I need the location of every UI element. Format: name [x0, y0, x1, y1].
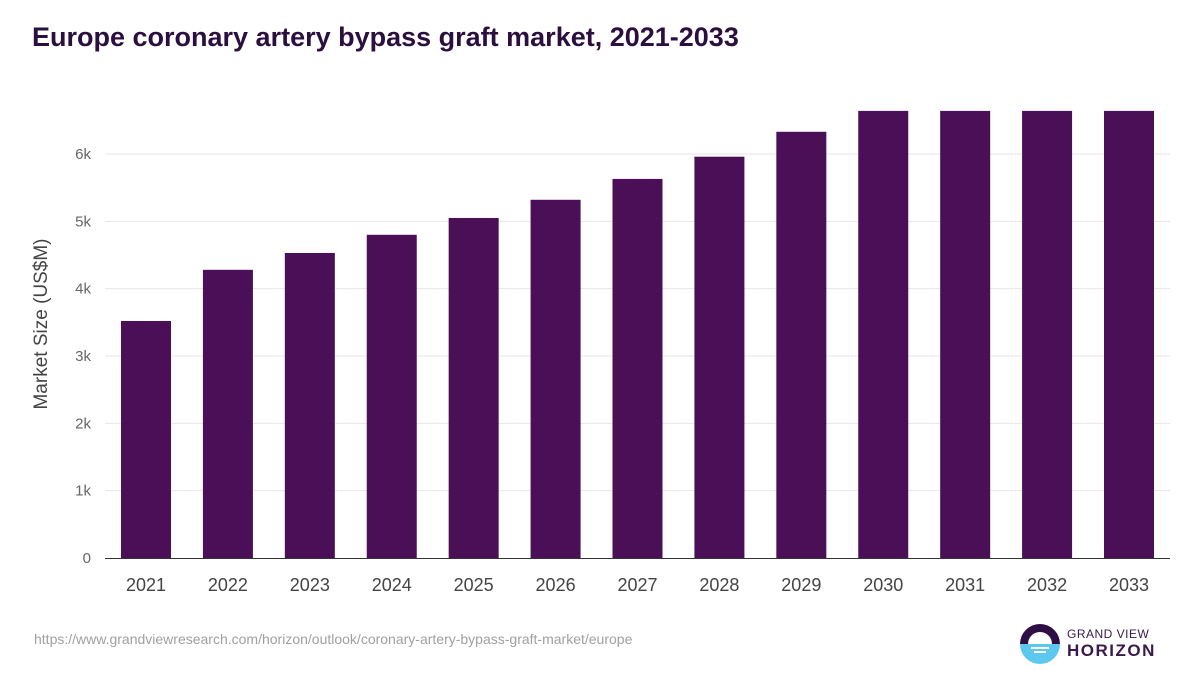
chart-title: Europe coronary artery bypass graft mark…: [32, 22, 739, 52]
x-tick-label: 2023: [290, 575, 330, 595]
x-tick-label: 2028: [699, 575, 739, 595]
bar-2025: [448, 217, 499, 558]
x-tick-label: 2033: [1109, 575, 1149, 595]
x-tick-label: 2024: [372, 575, 412, 595]
y-tick-label: 6k: [75, 146, 91, 163]
y-axis-title: Market Size (US$M): [31, 238, 52, 409]
logo-line1: GRAND VIEW: [1067, 627, 1150, 641]
bar-2027: [612, 178, 663, 558]
bar-2033: [1104, 110, 1154, 558]
y-tick-label: 0: [83, 550, 91, 567]
bar-2031: [940, 110, 991, 558]
logo-line2: HORIZON: [1067, 641, 1156, 660]
bar-2021: [121, 320, 171, 558]
bar-2030: [858, 110, 909, 558]
bar-2023: [284, 252, 335, 559]
x-tick-label: 2022: [208, 575, 248, 595]
bar-2026: [530, 199, 581, 558]
x-tick-label: 2031: [945, 575, 985, 595]
x-tick-label: 2027: [617, 575, 657, 595]
y-tick-label: 3k: [75, 348, 91, 365]
bar-2022: [202, 269, 253, 558]
x-tick-label: 2032: [1027, 575, 1067, 595]
x-tick-label: 2025: [454, 575, 494, 595]
x-tick-label: 2021: [126, 575, 166, 595]
bar-2028: [694, 156, 745, 558]
bar-2029: [776, 131, 827, 558]
y-tick-label: 2k: [75, 415, 91, 432]
x-tick-label: 2026: [536, 575, 576, 595]
bar-2024: [366, 234, 417, 559]
grand-view-horizon-logo: GRAND VIEW HORIZON: [1019, 623, 1179, 665]
y-tick-label: 5k: [75, 213, 91, 230]
y-tick-label: 4k: [75, 281, 91, 298]
x-tick-label: 2030: [863, 575, 903, 595]
horizon-logo-icon: [1020, 624, 1060, 664]
x-tick-label: 2029: [781, 575, 821, 595]
y-tick-label: 1k: [75, 483, 91, 500]
bar-2032: [1022, 110, 1073, 558]
source-url[interactable]: https://www.grandviewresearch.com/horizo…: [34, 631, 633, 647]
